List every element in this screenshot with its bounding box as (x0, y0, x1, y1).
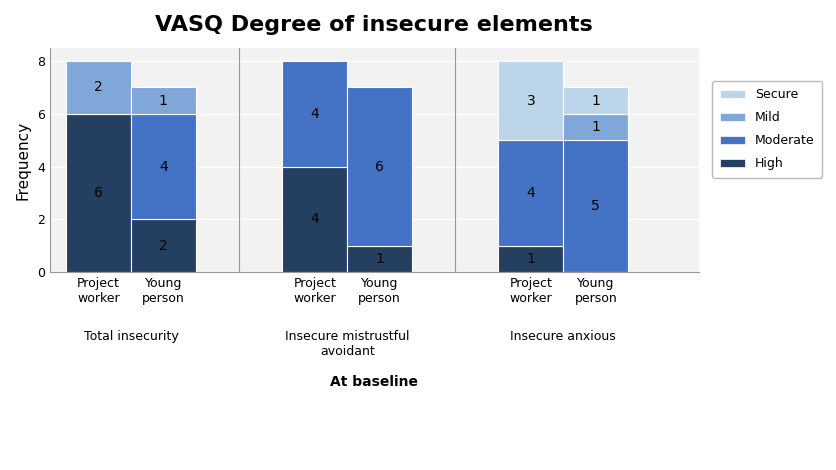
Text: 1: 1 (375, 252, 384, 266)
Text: 4: 4 (310, 107, 319, 121)
Bar (563, 87, 628, 114)
Bar (347, 246, 411, 272)
Text: 4: 4 (159, 159, 167, 173)
Bar (347, 87, 411, 246)
Text: 4: 4 (310, 212, 319, 227)
Bar (130, 114, 196, 219)
Bar (130, 219, 196, 272)
Bar (563, 114, 628, 140)
Text: 1: 1 (591, 94, 599, 108)
Bar (498, 61, 563, 140)
Bar (282, 166, 347, 272)
Bar (282, 61, 347, 166)
Text: Insecure anxious: Insecure anxious (510, 330, 615, 344)
Text: 5: 5 (591, 199, 599, 213)
Y-axis label: Frequency: Frequency (15, 120, 30, 199)
Text: 4: 4 (526, 186, 535, 200)
Title: VASQ Degree of insecure elements: VASQ Degree of insecure elements (155, 15, 593, 35)
Text: 1: 1 (526, 252, 535, 266)
Legend: Secure, Mild, Moderate, High: Secure, Mild, Moderate, High (711, 81, 821, 178)
Bar (66, 114, 130, 272)
Bar (130, 87, 196, 114)
X-axis label: At baseline: At baseline (329, 375, 418, 389)
Bar (498, 246, 563, 272)
Text: 1: 1 (159, 94, 167, 108)
Text: Insecure mistrustful
avoidant: Insecure mistrustful avoidant (284, 330, 409, 358)
Text: 2: 2 (159, 239, 167, 253)
Text: 6: 6 (94, 186, 103, 200)
Text: 3: 3 (526, 94, 535, 108)
Bar (66, 61, 130, 114)
Text: 6: 6 (375, 159, 384, 173)
Text: 1: 1 (591, 120, 599, 134)
Bar (563, 140, 628, 272)
Text: 2: 2 (94, 80, 103, 94)
Bar (498, 140, 563, 246)
Text: Total insecurity: Total insecurity (84, 330, 178, 344)
